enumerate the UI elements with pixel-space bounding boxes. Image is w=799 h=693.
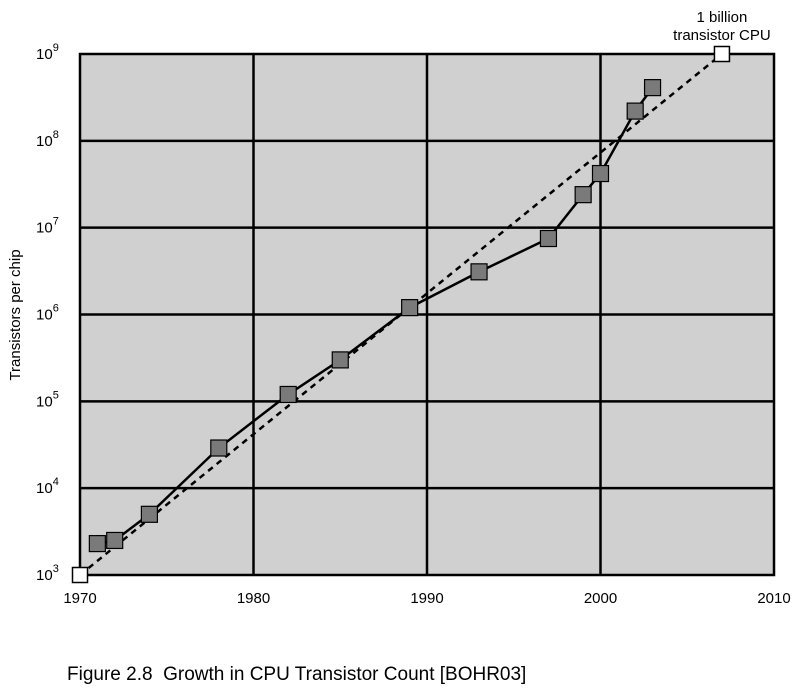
plot-frame <box>78 52 776 577</box>
y-tick-exponent: 4 <box>53 476 59 488</box>
trend-series <box>71 45 731 584</box>
y-tick-base: 10 <box>36 133 53 150</box>
y-tick-base: 10 <box>36 480 53 497</box>
data-point-marker <box>643 79 662 97</box>
x-axis-ticks: 1970 1980 1990 2000 2010 <box>63 590 790 607</box>
y-tick-exponent: 8 <box>53 129 59 141</box>
data-point-marker <box>470 263 488 281</box>
x-tick-label: 2000 <box>584 590 617 607</box>
y-tick-exponent: 5 <box>53 389 59 401</box>
data-point-marker <box>106 531 124 550</box>
y-tick-base: 10 <box>36 393 53 410</box>
y-tick-base: 10 <box>36 220 53 237</box>
data-point-marker <box>210 439 228 457</box>
data-point-marker <box>574 186 592 204</box>
data-point-marker <box>626 102 644 120</box>
y-tick-label: 108 <box>36 129 59 150</box>
data-point-marker <box>401 299 419 317</box>
trend-endpoint-marker <box>713 45 731 63</box>
y-tick-label: 107 <box>36 216 59 237</box>
y-tick-label: 109 <box>36 42 59 63</box>
data-point-marker <box>279 385 297 404</box>
data-point-marker <box>591 164 610 183</box>
data-point-marker <box>88 534 106 553</box>
figure-caption: Figure 2.8 Growth in CPU Transistor Coun… <box>67 664 527 685</box>
trend-line <box>79 53 723 576</box>
trend-endpoint-marker <box>71 566 89 584</box>
x-tick-label: 2010 <box>757 590 790 607</box>
y-tick-label: 106 <box>36 303 59 324</box>
y-tick-exponent: 9 <box>53 42 59 54</box>
data-point-marker <box>331 351 349 369</box>
y-tick-exponent: 3 <box>53 563 59 575</box>
y-tick-base: 10 <box>36 307 53 324</box>
y-tick-base: 10 <box>36 46 53 63</box>
y-tick-exponent: 7 <box>53 216 59 228</box>
y-tick-label: 105 <box>36 389 59 410</box>
y-tick-label: 103 <box>36 563 59 584</box>
y-tick-base: 10 <box>36 567 53 584</box>
annotation-text: transistor CPU <box>673 27 771 44</box>
x-tick-label: 1990 <box>410 590 443 607</box>
y-tick-exponent: 6 <box>53 303 59 315</box>
y-tick-label: 104 <box>36 476 59 497</box>
grid <box>80 54 774 575</box>
x-tick-label: 1970 <box>63 590 96 607</box>
data-point-marker <box>140 505 158 523</box>
data-series <box>88 79 662 553</box>
x-tick-label: 1980 <box>237 590 270 607</box>
y-axis-label: Transistors per chip <box>7 249 24 380</box>
data-point-marker <box>539 229 558 248</box>
annotation-text: 1 billion <box>697 9 748 26</box>
